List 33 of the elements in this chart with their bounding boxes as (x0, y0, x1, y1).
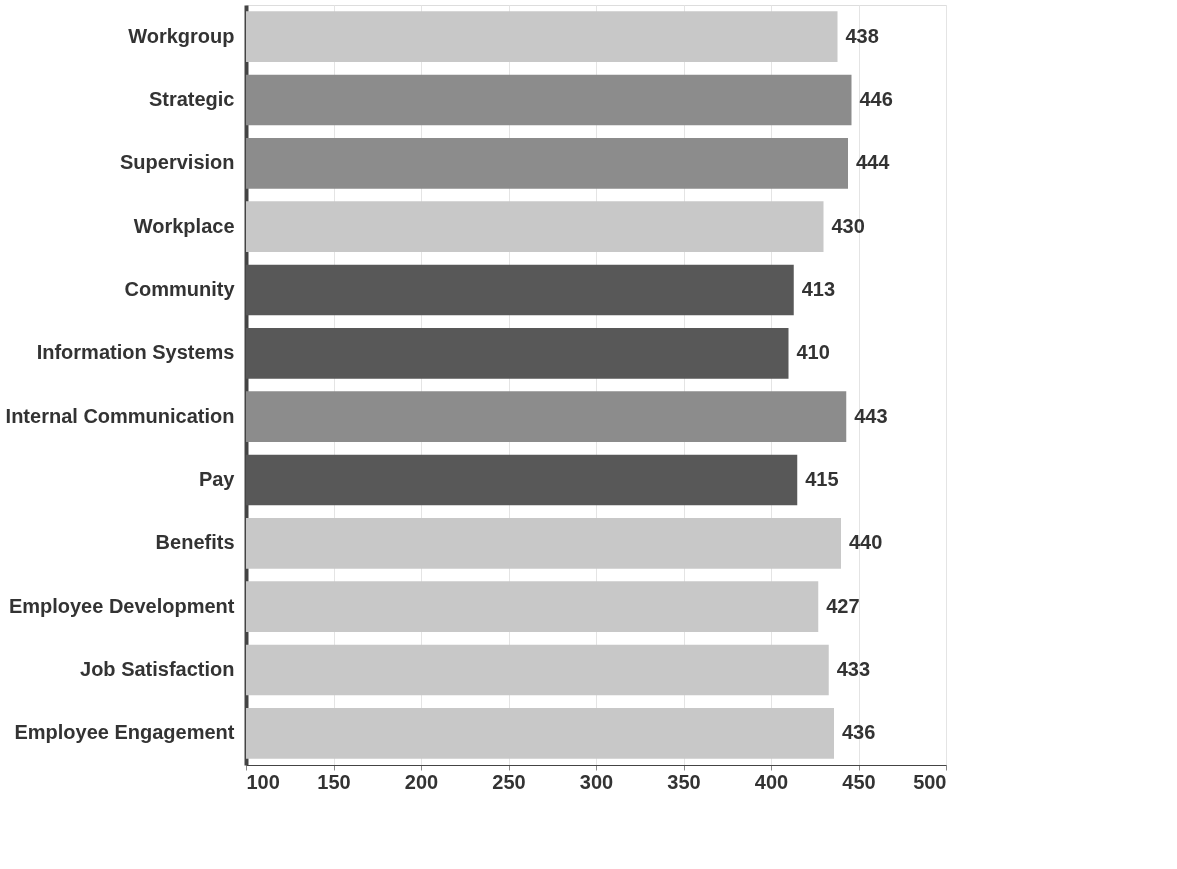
data-label: 410 (796, 341, 830, 364)
y-tick-label: Employee Engagement (14, 721, 235, 744)
x-tick-label: 450 (842, 770, 876, 793)
data-label: 415 (805, 468, 839, 490)
x-tick-label: 250 (492, 770, 526, 793)
y-tick-label: Community (124, 278, 236, 300)
data-label: 433 (836, 658, 871, 680)
data-label: 444 (856, 151, 891, 174)
data-label: 427 (826, 594, 860, 617)
x-tick-label: 350 (667, 770, 701, 793)
data-label: 446 (859, 88, 893, 110)
x-tick-label: 400 (754, 770, 789, 793)
data-label: 436 (842, 721, 876, 744)
y-tick-label: Internal Communication (5, 404, 235, 427)
data-label: 440 (849, 531, 883, 554)
data-label: 443 (854, 404, 888, 427)
data-label: 430 (831, 214, 865, 237)
y-tick-label: Strategic (148, 88, 235, 110)
x-tick-label: 150 (317, 770, 351, 793)
data-label: 438 (845, 24, 879, 47)
y-tick-label: Supervision (120, 151, 235, 174)
data-label: 413 (801, 278, 836, 300)
y-tick-label: Job Satisfaction (80, 658, 235, 680)
y-tick-label: Workplace (133, 214, 235, 237)
x-tick-label: 100 (246, 770, 280, 793)
x-tick-label: 200 (404, 770, 439, 793)
y-tick-label: Benefits (155, 531, 235, 554)
y-tick-label: Information Systems (36, 341, 235, 364)
y-tick-label: Pay (198, 468, 236, 490)
x-tick-label: 300 (579, 770, 614, 793)
x-tick-label: 500 (913, 770, 947, 793)
y-tick-label: Workgroup (128, 24, 235, 47)
y-tick-label: Employee Development (8, 594, 235, 617)
